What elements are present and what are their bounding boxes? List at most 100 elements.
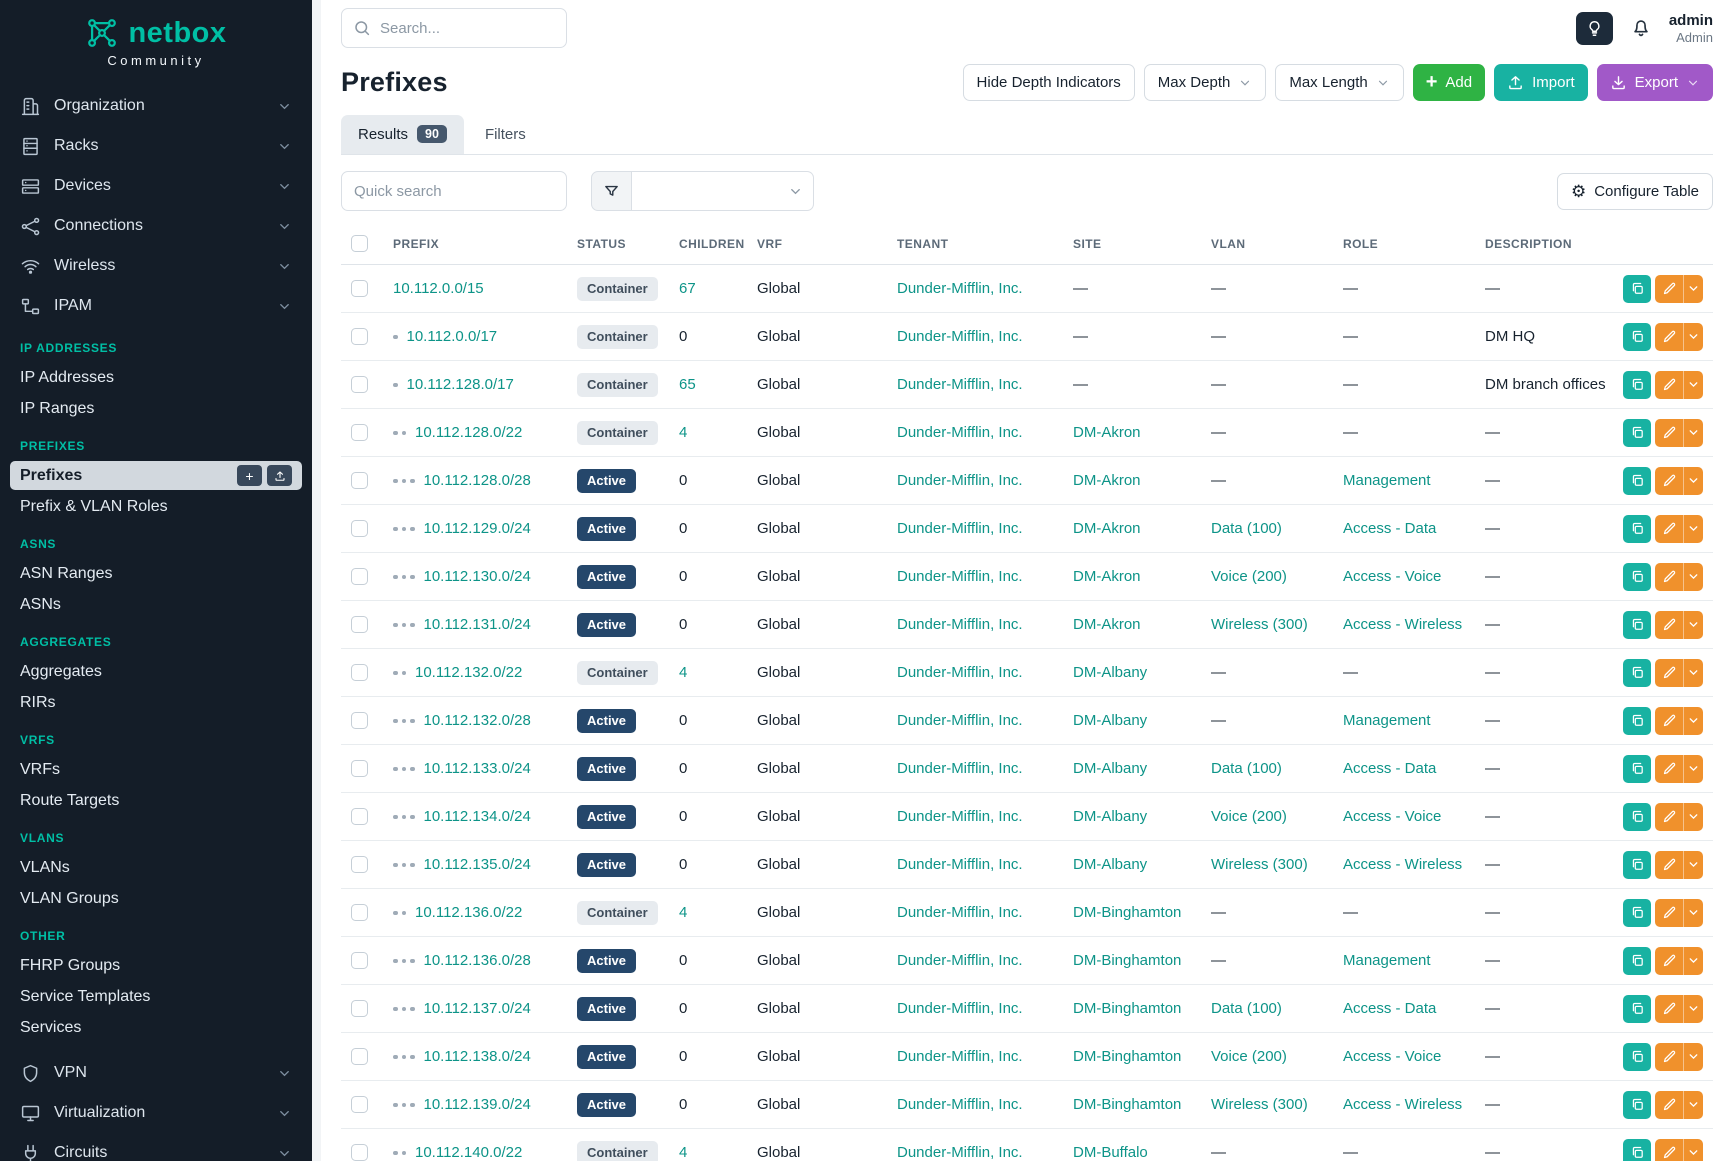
copy-button[interactable] [1623, 1042, 1651, 1071]
user-menu[interactable]: admin Admin [1669, 12, 1713, 45]
quick-add-button[interactable]: + [237, 465, 262, 486]
role-link[interactable]: Access - Data [1343, 760, 1437, 777]
filter-button[interactable] [591, 171, 632, 211]
edit-dropdown-button[interactable] [1683, 1042, 1703, 1071]
column-header-children[interactable]: CHILDREN [669, 223, 747, 265]
sidebar-item-ipam[interactable]: IPAM [0, 286, 312, 326]
prefix-link[interactable]: 10.112.132.0/28 [423, 712, 531, 729]
site-link[interactable]: DM-Akron [1073, 472, 1141, 489]
row-checkbox[interactable] [351, 664, 368, 682]
sidebar-item-fhrp-groups[interactable]: FHRP Groups [0, 950, 312, 981]
prefix-link[interactable]: 10.112.136.0/22 [415, 904, 523, 921]
vlan-link[interactable]: Voice (200) [1211, 1048, 1287, 1065]
row-checkbox[interactable] [351, 808, 368, 826]
edit-button[interactable] [1655, 1042, 1683, 1071]
site-link[interactable]: DM-Albany [1073, 664, 1148, 681]
vlan-link[interactable]: Wireless (300) [1211, 1096, 1308, 1113]
edit-dropdown-button[interactable] [1683, 562, 1703, 591]
sidebar-item-vlan-groups[interactable]: VLAN Groups [0, 883, 312, 914]
sidebar-item-rirs[interactable]: RIRs [0, 687, 312, 718]
site-link[interactable]: DM-Akron [1073, 568, 1141, 585]
vlan-link[interactable]: Voice (200) [1211, 808, 1287, 825]
children-count-link[interactable]: 4 [679, 904, 688, 921]
role-link[interactable]: Management [1343, 712, 1431, 729]
sidebar-item-ip-ranges[interactable]: IP Ranges [0, 393, 312, 424]
prefix-link[interactable]: 10.112.135.0/24 [423, 856, 531, 873]
edit-dropdown-button[interactable] [1683, 370, 1703, 399]
sidebar-item-virtualization[interactable]: Virtualization [0, 1093, 312, 1133]
copy-button[interactable] [1623, 610, 1651, 639]
copy-button[interactable] [1623, 706, 1651, 735]
theme-toggle-button[interactable] [1575, 11, 1613, 45]
tenant-link[interactable]: Dunder-Mifflin, Inc. [897, 280, 1023, 297]
sidebar-item-organization[interactable]: Organization [0, 86, 312, 126]
edit-dropdown-button[interactable] [1683, 514, 1703, 543]
prefix-link[interactable]: 10.112.129.0/24 [423, 520, 531, 537]
children-count-link[interactable]: 67 [679, 280, 696, 297]
prefix-link[interactable]: 10.112.137.0/24 [423, 1000, 531, 1017]
row-checkbox[interactable] [351, 280, 368, 298]
tenant-link[interactable]: Dunder-Mifflin, Inc. [897, 904, 1023, 921]
prefix-link[interactable]: 10.112.140.0/22 [415, 1144, 523, 1161]
role-link[interactable]: Access - Wireless [1343, 616, 1463, 633]
copy-button[interactable] [1623, 994, 1651, 1023]
column-header-prefix[interactable]: PREFIX [383, 223, 567, 265]
copy-button[interactable] [1623, 898, 1651, 927]
prefix-link[interactable]: 10.112.130.0/24 [423, 568, 531, 585]
site-link[interactable]: DM-Binghamton [1073, 1000, 1182, 1017]
edit-dropdown-button[interactable] [1683, 946, 1703, 975]
edit-dropdown-button[interactable] [1683, 898, 1703, 927]
edit-button[interactable] [1655, 1090, 1683, 1119]
sidebar-item-asn-ranges[interactable]: ASN Ranges [0, 558, 312, 589]
copy-button[interactable] [1623, 562, 1651, 591]
column-header-vlan[interactable]: VLAN [1201, 223, 1333, 265]
row-checkbox[interactable] [351, 568, 368, 586]
site-link[interactable]: DM-Albany [1073, 712, 1148, 729]
prefix-link[interactable]: 10.112.134.0/24 [423, 808, 531, 825]
row-checkbox[interactable] [351, 520, 368, 538]
role-link[interactable]: Access - Wireless [1343, 1096, 1463, 1113]
prefix-link[interactable]: 10.112.128.0/28 [423, 472, 531, 489]
vlan-link[interactable]: Data (100) [1211, 1000, 1282, 1017]
copy-button[interactable] [1623, 514, 1651, 543]
edit-button[interactable] [1655, 322, 1683, 351]
column-header-vrf[interactable]: VRF [747, 223, 887, 265]
vlan-link[interactable]: Voice (200) [1211, 568, 1287, 585]
copy-button[interactable] [1623, 466, 1651, 495]
edit-dropdown-button[interactable] [1683, 802, 1703, 831]
edit-button[interactable] [1655, 946, 1683, 975]
tenant-link[interactable]: Dunder-Mifflin, Inc. [897, 664, 1023, 681]
edit-dropdown-button[interactable] [1683, 610, 1703, 639]
edit-button[interactable] [1655, 898, 1683, 927]
edit-button[interactable] [1655, 658, 1683, 687]
brand[interactable]: netbox Community [0, 16, 312, 68]
prefix-link[interactable]: 10.112.133.0/24 [423, 760, 531, 777]
tenant-link[interactable]: Dunder-Mifflin, Inc. [897, 712, 1023, 729]
prefix-link[interactable]: 10.112.138.0/24 [423, 1048, 531, 1065]
row-checkbox[interactable] [351, 328, 368, 346]
site-link[interactable]: DM-Akron [1073, 520, 1141, 537]
quick-search-input[interactable] [341, 171, 567, 211]
column-header-site[interactable]: SITE [1063, 223, 1201, 265]
tenant-link[interactable]: Dunder-Mifflin, Inc. [897, 520, 1023, 537]
tenant-link[interactable]: Dunder-Mifflin, Inc. [897, 472, 1023, 489]
copy-button[interactable] [1623, 850, 1651, 879]
tab-filters[interactable]: Filters [468, 116, 543, 154]
vlan-link[interactable]: Data (100) [1211, 760, 1282, 777]
edit-button[interactable] [1655, 514, 1683, 543]
row-checkbox[interactable] [351, 856, 368, 874]
role-link[interactable]: Access - Data [1343, 520, 1437, 537]
tenant-link[interactable]: Dunder-Mifflin, Inc. [897, 1096, 1023, 1113]
row-checkbox[interactable] [351, 1048, 368, 1066]
site-link[interactable]: DM-Albany [1073, 760, 1148, 777]
vlan-link[interactable]: Data (100) [1211, 520, 1282, 537]
site-link[interactable]: DM-Albany [1073, 808, 1148, 825]
edit-dropdown-button[interactable] [1683, 1138, 1703, 1161]
row-checkbox[interactable] [351, 1096, 368, 1114]
tenant-link[interactable]: Dunder-Mifflin, Inc. [897, 856, 1023, 873]
site-link[interactable]: DM-Albany [1073, 856, 1148, 873]
edit-dropdown-button[interactable] [1683, 466, 1703, 495]
site-link[interactable]: DM-Binghamton [1073, 904, 1182, 921]
global-search[interactable] [341, 8, 567, 48]
import-button[interactable]: Import [1494, 64, 1588, 101]
